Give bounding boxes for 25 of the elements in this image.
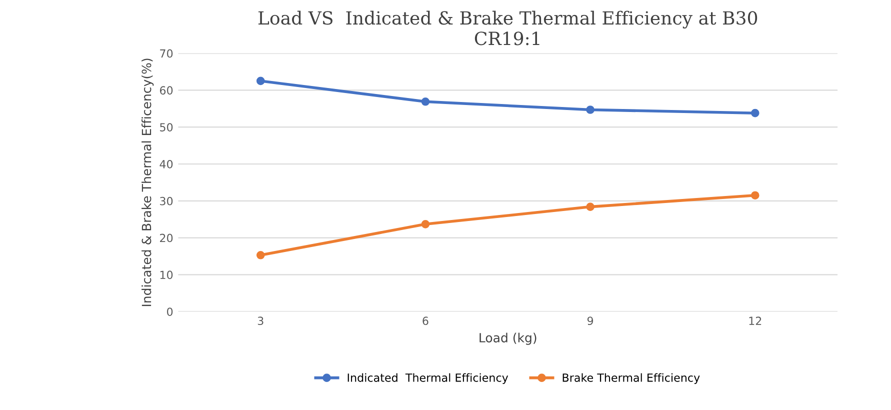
y-tick-label: 0 xyxy=(167,308,173,316)
point xyxy=(586,202,594,211)
point xyxy=(421,97,430,106)
y-tick-label: 70 xyxy=(160,49,173,58)
y-tick-label: 60 xyxy=(160,86,173,95)
point xyxy=(421,220,430,228)
y-tick-label: 20 xyxy=(160,234,173,242)
x-tick-label: 3 xyxy=(258,316,264,326)
legend-label: Brake Thermal Efficiency xyxy=(562,373,700,384)
x-tick-label: 9 xyxy=(587,316,594,326)
x-tick-label: 12 xyxy=(749,316,762,325)
point xyxy=(256,250,265,260)
point xyxy=(586,106,594,114)
y-tick-label: 40 xyxy=(160,160,173,168)
y-axis-title: Indicated & Brake Thermal Efficency(%) xyxy=(142,58,154,306)
x-axis-title: Load (kg) xyxy=(480,332,536,345)
y-tick-label: 10 xyxy=(160,270,173,280)
x-tick-label: 6 xyxy=(422,316,428,326)
chart-title: Load VS Indicated & Brake Thermal Efficiency at B30 CR19:1 xyxy=(258,10,758,46)
y-tick-label: 50 xyxy=(160,123,173,132)
point xyxy=(750,191,760,200)
y-tick-label: 30 xyxy=(160,196,173,206)
point xyxy=(750,108,760,118)
legend-label: Indicated Thermal Efficiency xyxy=(348,373,508,384)
point xyxy=(256,76,265,86)
